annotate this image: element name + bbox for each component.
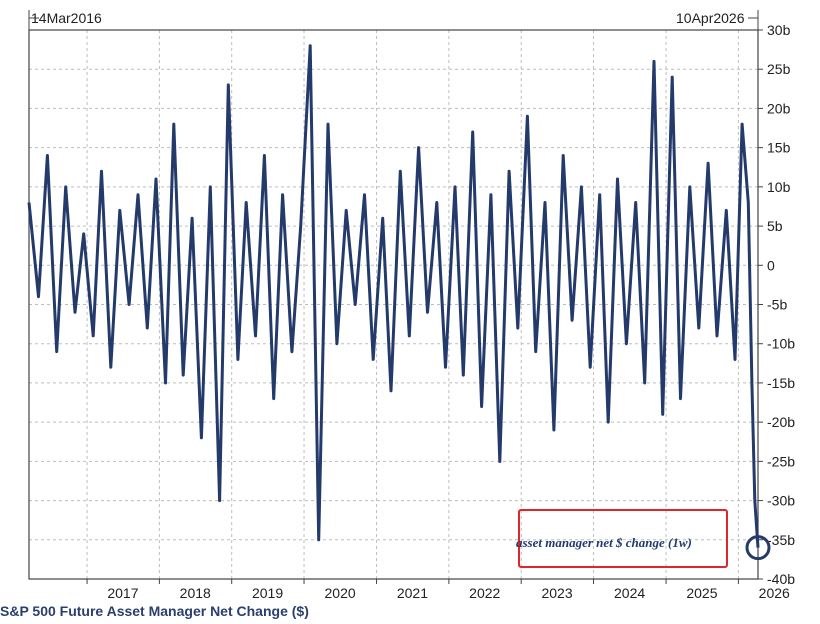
y-tick-label: 25b bbox=[767, 61, 791, 77]
annotation-box bbox=[518, 509, 728, 568]
y-tick-label: 0 bbox=[767, 257, 775, 273]
x-tick-label: 2026 bbox=[759, 585, 790, 601]
start-date-label: 14Mar2016 bbox=[31, 10, 102, 26]
x-tick-label: 2017 bbox=[107, 585, 138, 601]
x-tick-label: 2018 bbox=[180, 585, 211, 601]
gridlines bbox=[29, 29, 758, 580]
x-tick-label: 2025 bbox=[686, 585, 717, 601]
x-tick-label: 2019 bbox=[252, 585, 283, 601]
latest-value-highlight-circle bbox=[745, 535, 771, 561]
y-tick-label: -35b bbox=[767, 532, 795, 548]
chart-title: S&P 500 Future Asset Manager Net Change … bbox=[0, 603, 309, 619]
y-tick-label: -30b bbox=[767, 493, 795, 509]
y-tick-label: 20b bbox=[767, 100, 791, 116]
y-tick-label: -20b bbox=[767, 414, 795, 430]
end-date-label: 10Apr2026 bbox=[676, 10, 745, 26]
x-tick-label: 2023 bbox=[541, 585, 572, 601]
y-tick-label: 10b bbox=[767, 179, 791, 195]
x-tick-label: 2024 bbox=[614, 585, 645, 601]
x-tick-label: 2021 bbox=[397, 585, 428, 601]
series-line-asset-manager-net-change bbox=[27, 44, 760, 548]
x-tick-label: 2020 bbox=[325, 585, 356, 601]
y-tick-label: -25b bbox=[767, 453, 795, 469]
y-tick-label: 30b bbox=[767, 22, 791, 38]
annotation-text: asset manager net $ change (1w) bbox=[516, 535, 692, 550]
y-tick-label: -40b bbox=[767, 571, 795, 587]
y-tick-label: 5b bbox=[767, 218, 783, 234]
y-tick-label: -10b bbox=[767, 336, 795, 352]
x-tick-label: 2022 bbox=[469, 585, 500, 601]
y-tick-label: -15b bbox=[767, 375, 795, 391]
y-tick-label: 15b bbox=[767, 140, 791, 156]
y-tick-label: -5b bbox=[767, 297, 787, 313]
axis-ticks: 30b 25b 20b 15b 10b 5b 0 -5b -10b -15b -20b -25b -30… bbox=[28, 10, 795, 601]
